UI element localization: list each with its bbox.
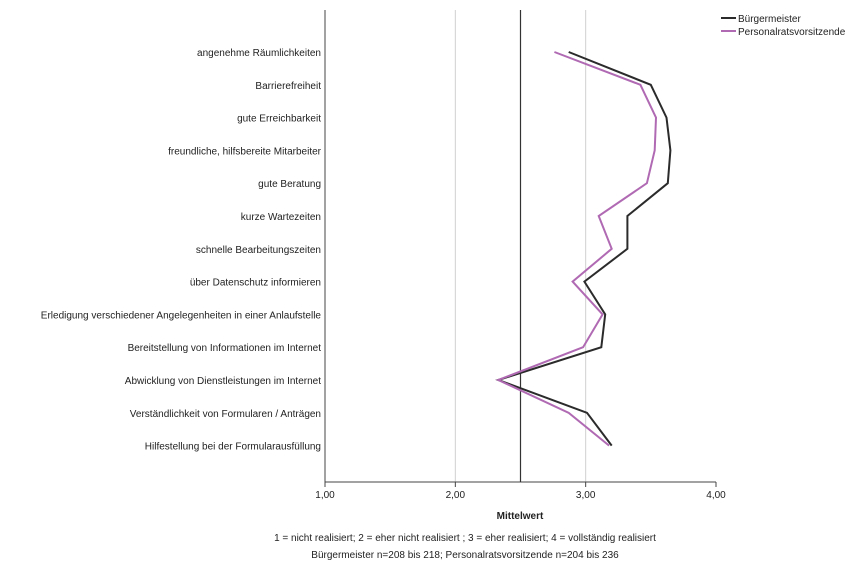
category-label-schnelle-bearbeitungszeiten: schnelle Bearbeitungszeiten <box>196 245 321 256</box>
category-label-verstaendlichkeit-von-formularen-antraegen: Verständlichkeit von Formularen / Anträg… <box>130 409 321 420</box>
category-label-ueber-datenschutz-informieren: über Datenschutz informieren <box>190 278 321 289</box>
x-tick-label: 2,00 <box>446 490 466 501</box>
category-labels: angenehme Räumlichkeiten Barrierefreiheit… <box>41 48 322 453</box>
series-line-personalratsvorsitzende <box>495 51 658 447</box>
category-label-erledigung-verschiedener-angelegenheiten-in-einer-anlaufstelle: Erledigung verschiedener Angelegenheiten… <box>41 310 322 321</box>
tick-labels: 1,00 2,00 3,00 4,00 <box>315 490 726 501</box>
category-label-kurze-wartezeiten: kurze Wartezeiten <box>241 212 321 223</box>
category-label-bereitstellung-von-informationen-im-internet: Bereitstellung von Informationen im Inte… <box>128 343 322 354</box>
category-label-barrierefreiheit: Barrierefreiheit <box>255 81 321 92</box>
footnote-scale: 1 = nicht realisiert; 2 = eher nicht rea… <box>274 533 656 544</box>
x-tick-label: 4,00 <box>706 490 726 501</box>
axes <box>324 10 717 487</box>
legend-label-buergermeister: Bürgermeister <box>738 14 801 25</box>
grid <box>454 10 587 482</box>
series-lines <box>495 51 672 447</box>
category-label-abwicklung-von-dienstleistungen-im-internet: Abwicklung von Dienstleistungen im Inter… <box>125 376 321 387</box>
category-label-angenehme-raeumlichkeiten: angenehme Räumlichkeiten <box>197 48 321 59</box>
legend-label-personalratsvorsitzende: Personalratsvorsitzende <box>738 27 846 38</box>
category-label-hilfestellung-bei-der-formularausfuellung: Hilfestellung bei der Formularausfüllung <box>145 442 321 453</box>
category-label-gute-erreichbarkeit: gute Erreichbarkeit <box>237 114 321 125</box>
x-tick-label: 3,00 <box>576 490 596 501</box>
category-label-freundliche-hilfsbereite-mitarbeiter: freundliche, hilfsbereite Mitarbeiter <box>168 146 322 157</box>
footnote-sample-size: Bürgermeister n=208 bis 218; Personalrat… <box>311 550 619 561</box>
category-label-gute-beratung: gute Beratung <box>258 179 321 190</box>
legend: Bürgermeister Personalratsvorsitzende <box>721 14 846 38</box>
x-axis-title: Mittelwert <box>497 511 544 522</box>
x-tick-label: 1,00 <box>315 490 335 501</box>
